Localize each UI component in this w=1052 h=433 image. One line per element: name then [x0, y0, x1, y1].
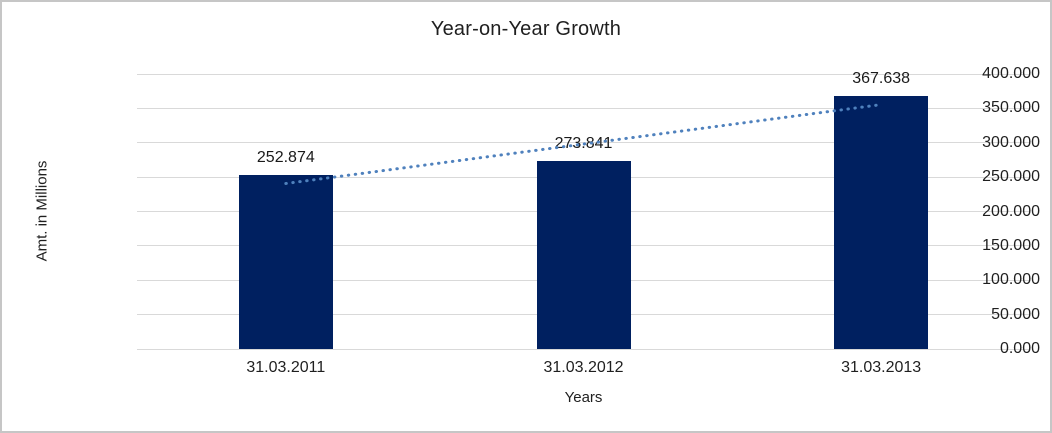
gridline [137, 107, 1030, 109]
x-axis-line [137, 348, 1030, 350]
bar-data-label: 252.874 [256, 149, 315, 167]
x-tick-label: 31.03.2011 [246, 359, 326, 376]
x-axis-title: Years [564, 389, 603, 406]
gridline [137, 73, 1030, 75]
bar-data-label: 367.638 [852, 70, 911, 88]
y-tick-label: 300.000 [982, 133, 1040, 151]
x-tick-label: 31.03.2013 [841, 359, 922, 376]
y-tick-label: 350.000 [982, 99, 1040, 117]
y-tick-label: 250.000 [982, 168, 1040, 186]
y-tick-label: 400.000 [982, 65, 1040, 82]
y-tick-label: 0.000 [999, 340, 1040, 357]
bar [536, 160, 631, 349]
chart-title: Year-on-Year Growth [430, 18, 622, 40]
y-tick-label: 150.000 [982, 236, 1040, 254]
y-tick-label: 100.000 [982, 271, 1040, 289]
x-tick-label: 31.03.2012 [543, 359, 624, 376]
bar [834, 96, 929, 349]
bar [238, 175, 333, 349]
y-tick-label: 50.000 [991, 305, 1040, 323]
trendline [284, 103, 883, 186]
y-tick-label: 200.000 [982, 202, 1040, 220]
plot-area: 252.87431.03.2011273.84131.03.2012367.63… [137, 70, 1030, 376]
y-axis-title: Amt. in Millions [33, 160, 51, 262]
